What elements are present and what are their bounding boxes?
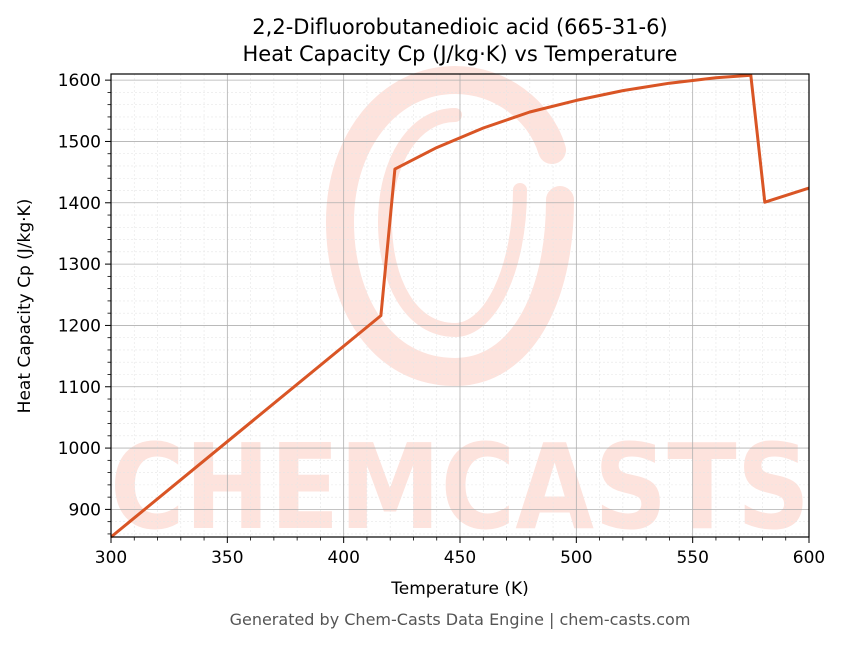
- x-axis-label: Temperature (K): [390, 579, 529, 599]
- y-axis-label: Heat Capacity Cp (J/kg·K): [15, 199, 35, 414]
- chart-title-line1: 2,2-Difluorobutanedioic acid (665-31-6): [252, 15, 667, 39]
- y-tick-label: 1400: [58, 194, 101, 214]
- x-tick-label: 300: [95, 548, 127, 568]
- watermark-logo-inner: [377, 108, 527, 338]
- axis-ticks: 300 350 400 450 500 550 600 900 1000 1100 1200 1300…: [58, 71, 825, 568]
- series-layer: [110, 73, 810, 539]
- x-tick-label: 450: [444, 548, 476, 568]
- y-tick-label: 1300: [58, 255, 101, 275]
- y-tick-label: 1600: [58, 71, 101, 91]
- footer-credit: Generated by Chem-Casts Data Engine | ch…: [230, 610, 691, 629]
- x-tick-label: 350: [211, 548, 243, 568]
- chart-title-line2: Heat Capacity Cp (J/kg·K) vs Temperature: [243, 42, 678, 66]
- y-tick-label: 1000: [58, 439, 101, 459]
- x-tick-label: 600: [793, 548, 825, 568]
- y-tick-label: 1500: [58, 132, 101, 152]
- y-tick-label: 1100: [58, 378, 101, 398]
- x-tick-label: 400: [327, 548, 359, 568]
- x-tick-label: 550: [676, 548, 708, 568]
- series-line: [110, 73, 810, 539]
- watermark-logo-c: [325, 65, 574, 387]
- x-tick-label: 500: [560, 548, 592, 568]
- major-grid: [110, 74, 810, 537]
- y-tick-label: 1200: [58, 316, 101, 336]
- y-tick-label: 900: [69, 500, 101, 520]
